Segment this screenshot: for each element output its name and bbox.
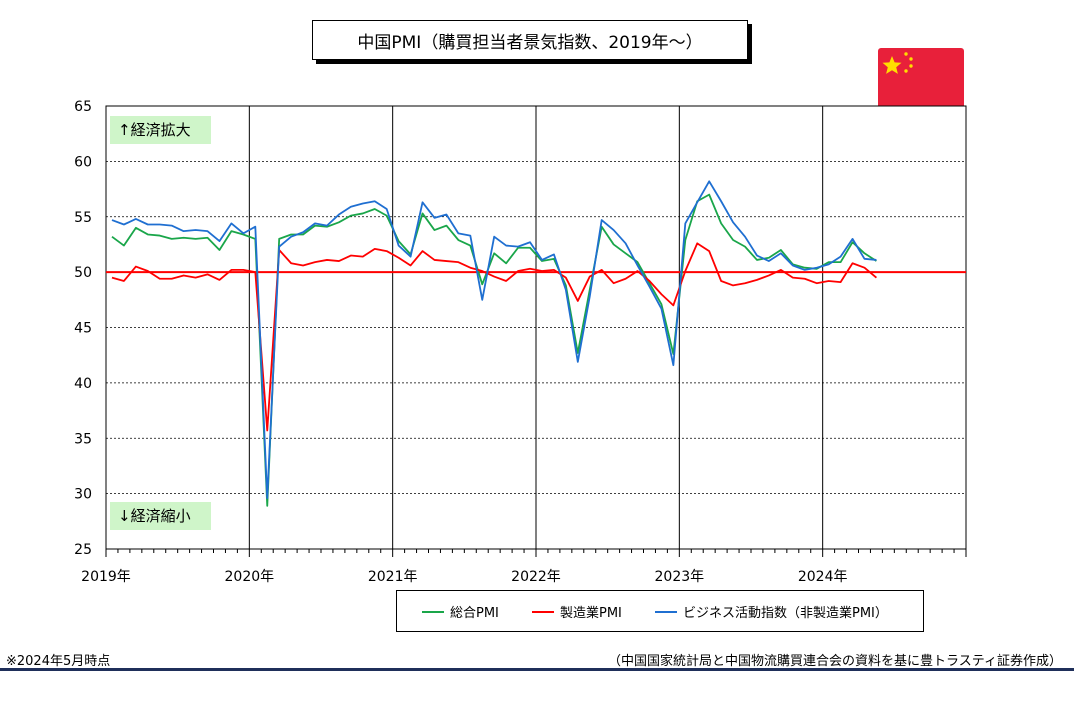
flag-small-star xyxy=(909,64,913,68)
y-tick-label: 25 xyxy=(74,542,92,558)
annotation-down: ↓経済縮小 xyxy=(110,502,211,530)
legend-item-composite: 総合PMI xyxy=(422,602,499,621)
y-tick-label: 40 xyxy=(74,376,92,392)
legend-label-manufacturing: 製造業PMI xyxy=(560,606,622,621)
legend-swatch-non-manufacturing xyxy=(655,610,677,613)
y-tick-label: 60 xyxy=(74,154,92,170)
legend-label-composite: 総合PMI xyxy=(450,606,499,621)
y-tick-label: 55 xyxy=(74,210,92,226)
x-tick-label: 2019年 xyxy=(81,569,131,585)
flag-small-star xyxy=(909,57,913,61)
legend-swatch-manufacturing xyxy=(532,610,554,613)
y-tick-label: 30 xyxy=(74,487,92,503)
legend: 総合PMI 製造業PMI ビジネス活動指数（非製造業PMI） xyxy=(396,590,924,632)
x-tick-label: 2024年 xyxy=(798,569,848,585)
flag-small-star xyxy=(904,69,908,73)
y-tick-label: 35 xyxy=(74,431,92,447)
flag-stars xyxy=(882,52,913,74)
data-series xyxy=(111,180,877,507)
grid-lines xyxy=(105,106,967,557)
x-axis-tick-labels: 2019年 2020年 2021年 2022年 2023年 2024年 xyxy=(81,569,847,585)
x-tick-label: 2021年 xyxy=(368,569,418,585)
x-tick-label: 2022年 xyxy=(511,569,561,585)
x-tick-label: 2023年 xyxy=(655,569,705,585)
chart-title: 中国PMI（購買担当者景気指数、2019年～） xyxy=(312,20,748,60)
legend-item-non-manufacturing: ビジネス活動指数（非製造業PMI） xyxy=(655,602,888,621)
bottom-rule xyxy=(0,668,1074,671)
source-note: （中国国家統計局と中国物流購買連合会の資料を基に豊トラスティ証券作成） xyxy=(608,654,1062,669)
series-line-manufacturing xyxy=(111,242,877,432)
annotation-up: ↑経済拡大 xyxy=(110,116,211,144)
legend-swatch-composite xyxy=(422,610,444,613)
annotation-up-text: ↑経済拡大 xyxy=(118,121,191,139)
legend-item-manufacturing: 製造業PMI xyxy=(532,602,622,621)
annotation-down-text: ↓経済縮小 xyxy=(118,507,191,525)
x-tick-label: 2020年 xyxy=(225,569,275,585)
y-axis-tick-labels: 25 30 35 40 45 50 55 60 65 xyxy=(74,99,92,558)
series-line-non-manufacturing xyxy=(111,180,877,499)
flag-small-star xyxy=(904,52,908,56)
series-line-composite xyxy=(111,193,877,507)
data-date-note: ※2024年5月時点 xyxy=(6,654,111,669)
y-tick-label: 65 xyxy=(74,99,92,115)
y-tick-label: 50 xyxy=(74,265,92,281)
legend-label-non-manufacturing: ビジネス活動指数（非製造業PMI） xyxy=(683,606,888,621)
flag-big-star xyxy=(882,56,902,74)
y-tick-label: 45 xyxy=(74,321,92,337)
